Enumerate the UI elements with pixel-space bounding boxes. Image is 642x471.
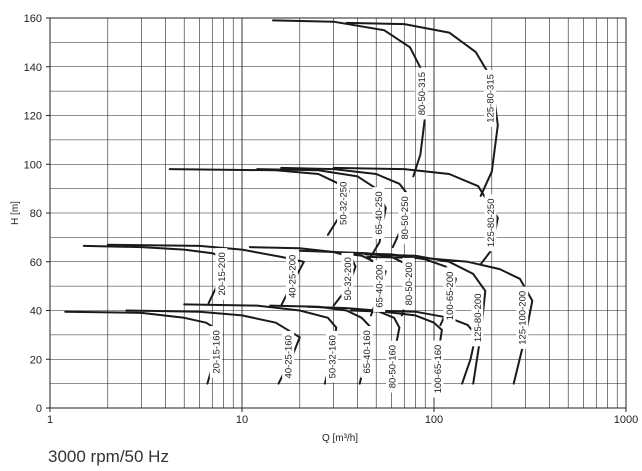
curve-label-text: 125-80-200 (473, 293, 484, 342)
curve-label-bg (360, 326, 373, 378)
curve-label-bg (471, 289, 484, 347)
curve-65-40-250 (256, 168, 387, 261)
x-tick-label: 1000 (614, 414, 638, 426)
y-tick-label: 160 (24, 13, 42, 25)
curve-label-125-80-200: 125-80-200 (471, 289, 484, 347)
curve-label-text: 80-50-200 (404, 262, 415, 305)
curve-125-80-315 (345, 21, 499, 197)
curve-label-bg (337, 177, 350, 230)
curve-125-80-160 (371, 309, 477, 385)
curve-label-text: 80-50-250 (400, 196, 411, 239)
curve-label-50-32-200: 50-32-200 (341, 252, 354, 305)
curve-80-50-160 (306, 305, 401, 385)
curves (64, 19, 534, 385)
curve-80-50-315 (272, 19, 427, 178)
curve-label-text: 65-40-200 (375, 264, 386, 307)
curve-label-125-80-250: 125-80-250 (484, 194, 497, 252)
curve-label-bg (484, 194, 497, 252)
curve-label-bg (398, 192, 411, 244)
curve-label-20-15-200: 20-15-200 (215, 248, 228, 300)
y-tick-label: 80 (30, 208, 42, 220)
x-axis-title: Q [m³/h] (322, 433, 358, 444)
x-tick-label: 1 (47, 414, 53, 426)
curve-label-text: 20-15-200 (217, 252, 228, 295)
curve-label-bg (386, 340, 398, 393)
curve-20-15-200 (82, 244, 227, 305)
curve-label-100-65-160: 100-65-160 (431, 340, 444, 398)
speed-caption: 3000 rpm/50 Hz (48, 447, 169, 466)
curve-labels: 20-15-160 20-15-200 40-25-160 40-25-200 50-3… (209, 67, 529, 398)
curve-40-25-200 (106, 243, 305, 307)
curve-label-text: 65-40-160 (362, 330, 373, 373)
curve-50-32-250 (168, 168, 350, 236)
curve-label-50-32-250: 50-32-250 (337, 177, 350, 230)
curve-label-text: 125-80-250 (486, 198, 497, 247)
y-tick-label: 120 (24, 111, 42, 123)
curve-label-65-40-160: 65-40-160 (360, 326, 373, 378)
curve-label-text: 100-65-200 (445, 272, 456, 321)
curve-label-bg (215, 248, 228, 300)
y-axis-title: H [m] (10, 201, 21, 225)
y-tick-label: 140 (24, 62, 42, 74)
y-tick-label: 40 (30, 306, 42, 318)
curve-label-80-50-250: 80-50-250 (398, 192, 411, 244)
x-tick-label: 10 (236, 414, 248, 426)
curve-label-text: 100-65-160 (433, 345, 444, 394)
curve-label-65-40-250: 65-40-250 (372, 187, 385, 239)
curve-label-125-80-315: 125-80-315 (484, 69, 497, 127)
curve-label-bg (415, 67, 428, 120)
curve-label-text: 80-50-160 (388, 345, 399, 388)
curve-label-bg (431, 340, 444, 398)
curve-label-bg (516, 286, 529, 349)
y-tick-label: 20 (30, 354, 42, 366)
curve-label-text: 50-32-160 (327, 335, 338, 378)
curve-label-bg (341, 252, 354, 305)
curve-label-80-50-200: 80-50-200 (402, 257, 415, 310)
curve-label-bg (285, 250, 298, 303)
y-tick-label: 0 (36, 403, 42, 415)
y-tick-label: 100 (24, 159, 42, 171)
curve-label-40-25-200: 40-25-200 (285, 250, 298, 303)
curve-label-text: 20-15-160 (211, 330, 222, 373)
curve-label-bg (209, 326, 222, 378)
curve-label-bg (325, 330, 338, 383)
curve-label-bg (373, 260, 386, 312)
curve-label-80-50-315: 80-50-315 (415, 67, 428, 120)
curve-label-50-32-160: 50-32-160 (325, 330, 338, 383)
curve-label-text: 65-40-250 (374, 191, 385, 234)
curve-label-100-65-200: 100-65-200 (443, 267, 456, 325)
curve-label-text: 40-25-160 (284, 335, 295, 378)
curve-label-bg (484, 69, 497, 127)
curve-label-125-100-200: 125-100-200 (516, 286, 529, 349)
curve-label-text: 50-32-250 (339, 182, 350, 225)
curve-label-text: 40-25-200 (287, 255, 298, 298)
curve-label-65-40-200: 65-40-200 (373, 260, 386, 312)
curve-label-80-50-160: 80-50-160 (386, 340, 399, 393)
x-tick-label: 100 (425, 414, 443, 426)
curve-label-bg (282, 330, 295, 383)
pump-curve-chart: 20-15-160 20-15-200 40-25-160 40-25-200 50-3… (10, 13, 639, 444)
curve-125-80-250 (332, 166, 499, 266)
axes: 0 20 40 60 80 100 120 140 160 1 10 100 1000 (24, 13, 639, 426)
curve-50-32-200 (248, 246, 357, 307)
curve-label-bg (402, 257, 415, 310)
curve-50-32-160 (183, 303, 338, 385)
curve-label-bg (372, 187, 385, 239)
curve-label-text: 125-80-315 (486, 74, 497, 123)
curve-label-40-25-160: 40-25-160 (282, 330, 295, 383)
curve-label-text: 125-100-200 (518, 291, 529, 345)
curve-label-20-15-160: 20-15-160 (209, 326, 222, 378)
curve-label-text: 50-32-200 (343, 257, 354, 300)
y-tick-label: 60 (30, 257, 42, 269)
curve-label-bg (443, 267, 456, 325)
curve-label-text: 80-50-315 (417, 72, 428, 115)
